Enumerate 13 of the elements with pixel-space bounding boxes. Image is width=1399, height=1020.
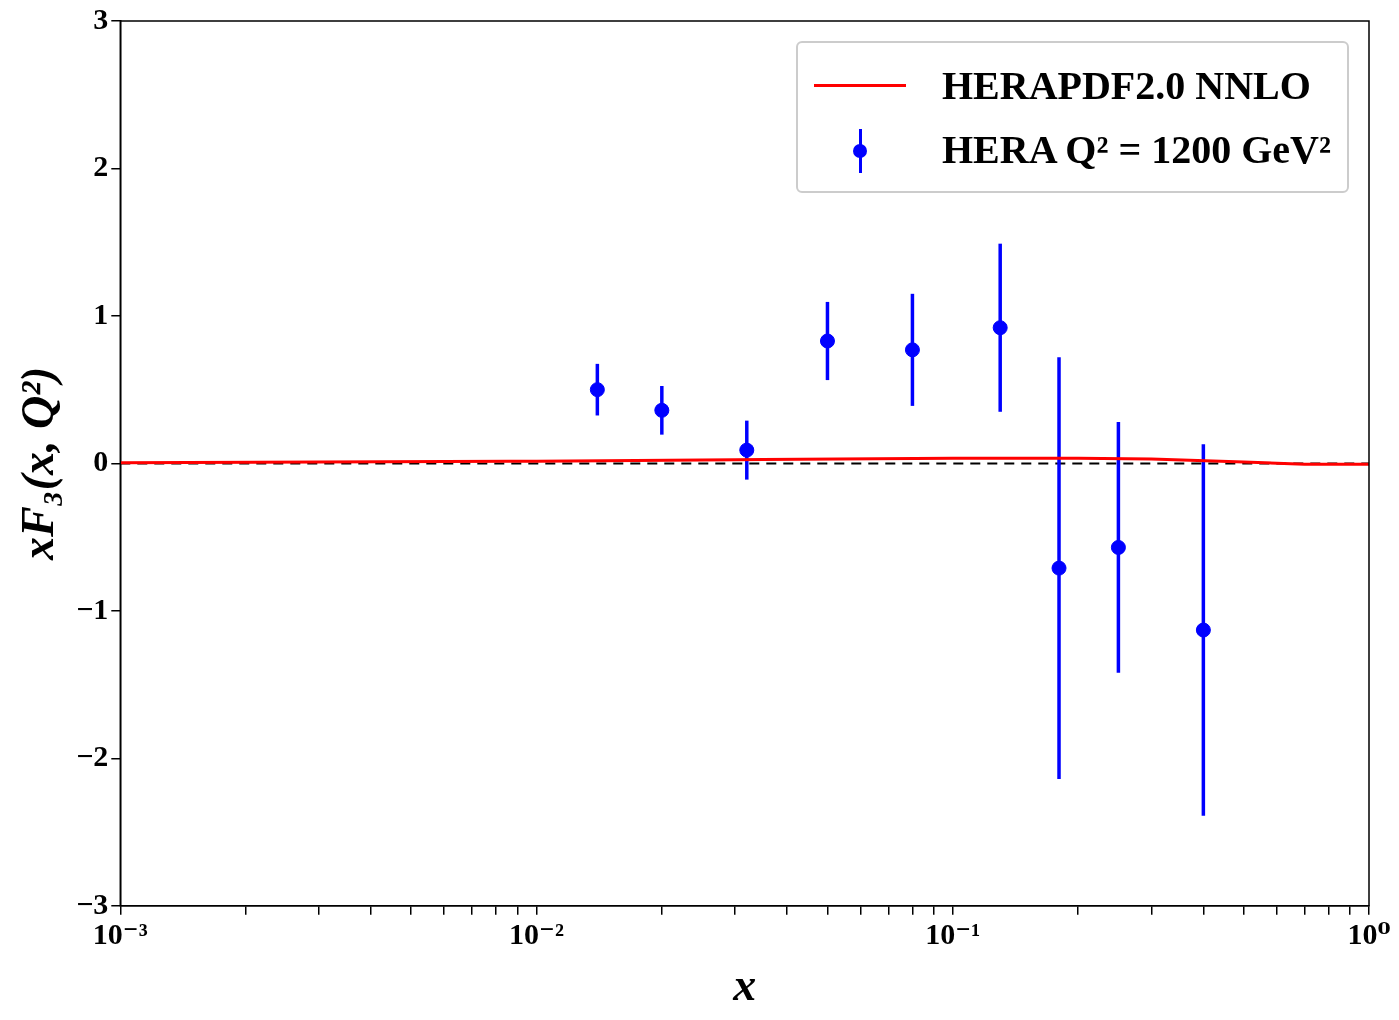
y-tick-label: 1 <box>93 296 109 330</box>
x-tick-label: 10⁰ <box>1347 916 1391 950</box>
y-tick-label: −2 <box>76 739 109 773</box>
y-tick-label: 3 <box>93 1 109 35</box>
legend-label: HERA Q² = 1200 GeV² <box>941 125 1331 173</box>
x-tick-label: 10⁻¹ <box>925 916 981 950</box>
y-axis-title: xF₃(x, Q²) <box>12 366 64 562</box>
x-axis-title: x <box>732 959 757 1011</box>
y-tick-label: −1 <box>76 591 109 625</box>
x-tick-label: 10⁻² <box>509 916 564 950</box>
legend-label: HERAPDF2.0 NNLO <box>941 61 1311 109</box>
y-tick-label: 2 <box>93 149 109 183</box>
y-tick-label: 0 <box>93 444 109 478</box>
